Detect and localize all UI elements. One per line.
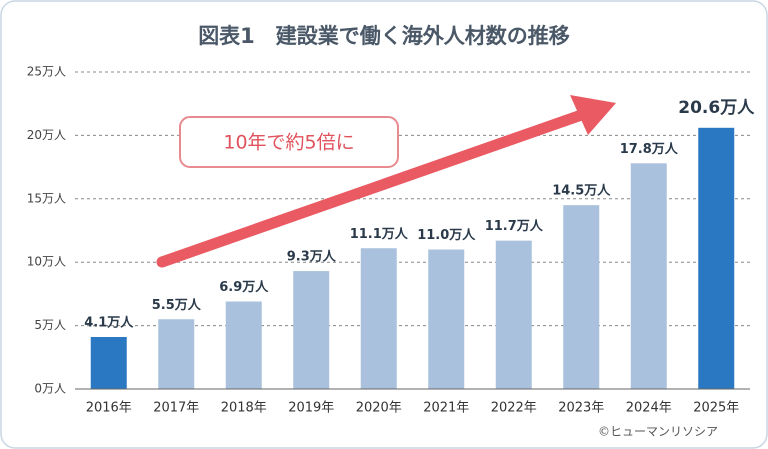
value-label: 11.1万人 [350,227,409,242]
bar [495,240,532,389]
bar [293,271,330,389]
annotation: 10年で約5倍に [223,132,354,154]
arrow-head [570,95,616,135]
x-tick-label: 2025年 [693,401,739,416]
bar [698,127,735,390]
value-label: 14.5万人 [552,184,611,199]
value-label: 11.0万人 [417,228,476,243]
value-label: 6.9万人 [219,280,269,295]
x-tick-label: 2018年 [221,401,267,416]
x-tick-label: 2021年 [423,401,469,416]
x-tick-label: 2023年 [558,401,604,416]
value-label: 9.3万人 [287,250,337,265]
x-tick-label: 2020年 [356,401,402,416]
x-tick-label: 2022年 [491,401,537,416]
value-label: 20.6万人 [678,98,755,118]
chart-title: 図表1 建設業で働く海外人材数の推移 [198,24,570,48]
x-tick-label: 2016年 [86,401,132,416]
bar [360,248,397,389]
y-tick-label: 0万人 [34,382,66,396]
y-tick-label: 5万人 [34,318,66,332]
value-label: 17.8万人 [620,142,679,157]
y-tick-label: 20万人 [27,128,66,142]
bar [630,163,667,389]
y-tick-label: 10万人 [27,255,66,269]
bar [563,205,600,389]
bar [158,319,195,389]
x-tick-label: 2017年 [153,401,199,416]
x-tick-label: 2024年 [626,401,672,416]
x-tick-label: 2019年 [288,401,334,416]
y-tick-label: 15万人 [27,191,66,205]
annotation-box [179,116,399,168]
bar [225,301,262,389]
source: ©ヒューマンリソシア [598,425,718,439]
value-label: 5.5万人 [152,298,202,313]
trend-arrow [156,106,596,268]
y-tick-label: 25万人 [27,65,66,79]
value-label: 4.1万人 [84,316,134,331]
value-label: 11.7万人 [485,219,544,234]
bar [90,337,127,389]
bar [428,249,465,389]
